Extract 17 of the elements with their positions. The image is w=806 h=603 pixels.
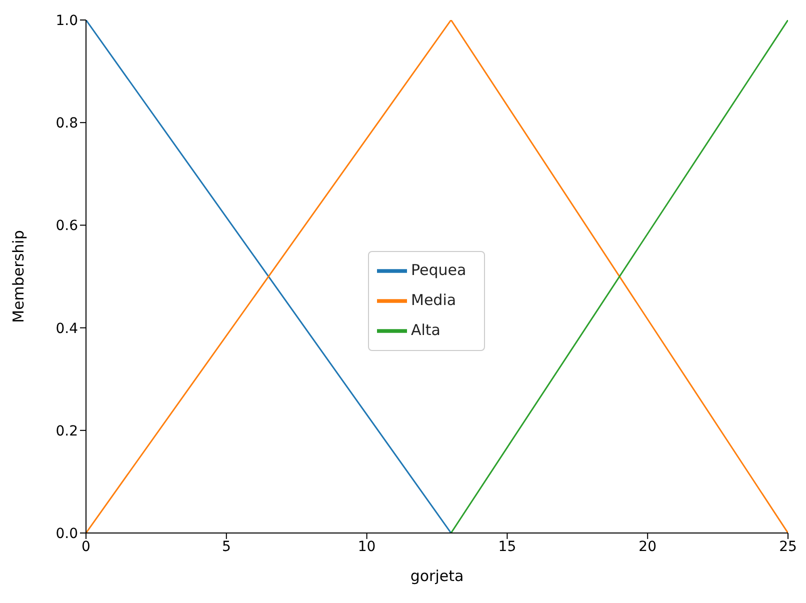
y-tick-label: 0.8 [56,116,78,132]
y-tick-label: 0.0 [56,526,78,542]
legend-label: Media [411,290,456,309]
y-tick-label: 0.6 [56,218,78,234]
y-tick-label: 0.4 [56,320,78,337]
legend-label: Pequea [411,260,466,279]
y-axis-title: Membership [9,230,28,323]
x-tick-label: 0 [82,538,90,555]
x-tick-label: 10 [358,538,376,555]
legend-label: Alta [411,320,441,339]
x-tick-label: 25 [779,538,797,555]
x-tick-label: 20 [638,538,657,555]
y-tick-label: 1.0 [56,12,78,29]
x-tick-label: 5 [222,538,231,555]
y-tick-label: 0.2 [56,423,78,440]
x-axis-title: gorjeta [410,567,464,585]
x-tick-label: 15 [498,538,516,555]
